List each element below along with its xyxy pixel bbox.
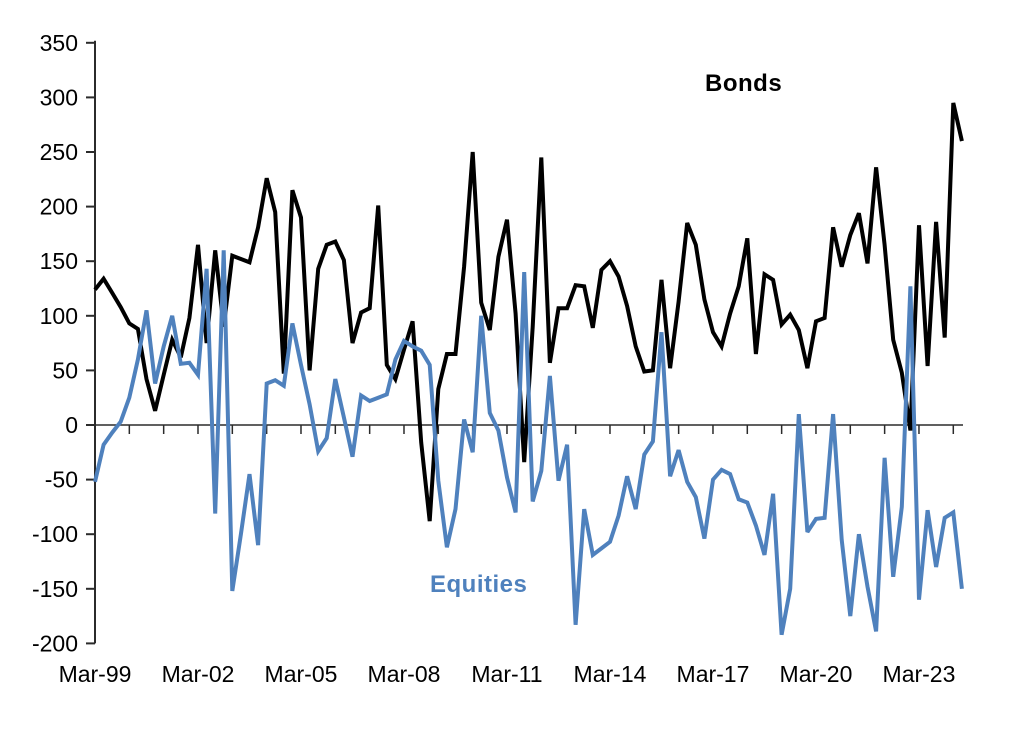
x-axis-tick-label: Mar-05 <box>265 661 338 687</box>
y-axis-tick-label: 300 <box>40 84 78 110</box>
y-axis-tick-label: 200 <box>40 194 78 220</box>
x-axis-tick-label: Mar-17 <box>677 661 750 687</box>
equities-series-line <box>93 250 964 636</box>
x-axis-tick-label: Mar-02 <box>162 661 235 687</box>
y-axis-tick-label: -150 <box>32 576 78 602</box>
x-axis-tick-label: Mar-20 <box>780 661 853 687</box>
y-axis-tick-label: 250 <box>40 139 78 165</box>
y-axis-tick-label: 0 <box>65 412 78 438</box>
y-axis-tick-label: -50 <box>45 467 78 493</box>
y-axis-tick-label: 100 <box>40 303 78 329</box>
y-axis-tick-label: 50 <box>52 357 78 383</box>
bonds-series-label: Bonds <box>705 70 783 97</box>
x-axis-tick-label: Mar-11 <box>471 661 542 687</box>
x-axis-tick-label: Mar-14 <box>574 661 647 687</box>
y-axis-tick-label: 150 <box>40 248 78 274</box>
y-axis-tick-label: 350 <box>40 30 78 56</box>
x-axis-tick-label: Mar-08 <box>368 661 441 687</box>
y-axis-tick-label: -100 <box>32 521 78 547</box>
equities-series-label: Equities <box>430 571 528 598</box>
y-axis-tick-label: -200 <box>32 630 78 656</box>
x-axis-tick-label: Mar-23 <box>883 661 956 687</box>
x-axis-tick-label: Mar-99 <box>59 661 132 687</box>
